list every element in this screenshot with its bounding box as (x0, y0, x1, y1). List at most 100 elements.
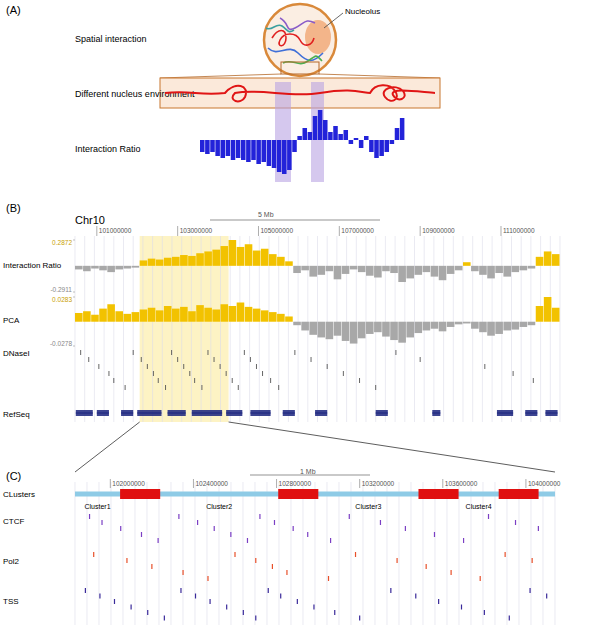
grid-line (84, 236, 85, 422)
grid-line (104, 236, 105, 422)
gene (250, 410, 270, 416)
tss-site (164, 616, 165, 621)
tick (258, 226, 259, 236)
bar (188, 256, 196, 266)
grid-line (243, 482, 244, 625)
bar (536, 306, 544, 322)
bar (385, 140, 390, 152)
grid-line (315, 482, 316, 625)
bar (398, 266, 406, 282)
bar (354, 138, 359, 140)
dnase-site (183, 364, 184, 369)
dnase-site (201, 385, 202, 390)
grid-line (133, 236, 134, 422)
grid-line (531, 482, 532, 625)
bar (374, 140, 379, 158)
panel-label: (C) (6, 470, 21, 482)
grid-line (159, 482, 160, 625)
grid-line (279, 482, 280, 625)
dnase-site (270, 378, 271, 383)
grid-line (447, 482, 448, 625)
tick-label: 101000000 (99, 227, 132, 234)
bar (237, 303, 245, 322)
bar (390, 266, 398, 273)
bar (479, 322, 487, 332)
tick-label: 111000000 (503, 227, 535, 234)
bar (503, 266, 511, 277)
tick-label: 0.2872 (52, 239, 72, 246)
bar (344, 130, 349, 140)
leader (324, 13, 343, 28)
ctcf-site (158, 538, 159, 543)
bar (334, 322, 342, 336)
bar (196, 305, 204, 322)
dnase-site (244, 350, 245, 355)
bar (309, 266, 317, 277)
gene (76, 410, 93, 416)
bar (415, 266, 423, 275)
tss-site (195, 594, 196, 599)
bar (318, 110, 323, 140)
zoom-line (229, 422, 555, 472)
tick (73, 240, 75, 241)
bar (221, 304, 229, 321)
grid-line (387, 482, 388, 625)
tick (73, 297, 75, 298)
track-label: RefSeq (3, 410, 30, 419)
grid-line (399, 482, 400, 625)
gene (168, 410, 186, 416)
tick (276, 479, 277, 488)
bar (245, 244, 253, 266)
bar (107, 266, 115, 272)
bar (196, 253, 204, 266)
zoom-box (160, 78, 440, 108)
dnase-site (133, 350, 134, 355)
dnase-site (226, 371, 227, 376)
dnase-site (108, 371, 109, 376)
track-label: CTCF (3, 517, 24, 526)
grid-line (339, 482, 340, 625)
bar (552, 308, 560, 322)
nucleus (264, 4, 336, 76)
grid-line (435, 482, 436, 625)
pol2-site (532, 558, 533, 563)
tss-site (438, 599, 439, 604)
gene (497, 410, 513, 416)
bar (269, 312, 277, 322)
bar (439, 322, 447, 332)
bar (262, 140, 267, 162)
pol2-site (286, 570, 287, 575)
dnase-site (88, 357, 89, 362)
bar (272, 140, 277, 168)
bar (313, 116, 318, 140)
bar (124, 314, 132, 322)
grid-line (459, 482, 460, 625)
zoom-source (281, 62, 319, 74)
bar (246, 140, 251, 162)
band (275, 82, 291, 182)
bar (350, 266, 358, 270)
gene (137, 410, 161, 416)
bar (358, 266, 366, 272)
tss-site (180, 588, 181, 593)
tick (359, 479, 360, 488)
tick (500, 226, 501, 236)
bar (495, 322, 503, 334)
bar (210, 140, 215, 152)
bar (415, 322, 423, 333)
tss-site (226, 605, 227, 610)
grid-line (183, 482, 184, 625)
track-label: DNaseI (3, 349, 30, 358)
bar (75, 313, 83, 322)
ctcf-site (101, 520, 102, 525)
grid-line (351, 482, 352, 625)
bar (140, 260, 148, 265)
bar (447, 266, 455, 274)
tss-site (114, 599, 115, 604)
tss-site (243, 610, 244, 615)
gene (121, 410, 133, 416)
tick-label: -0.2911 (50, 286, 72, 293)
background (0, 0, 600, 627)
gene (97, 410, 109, 416)
dnase-site (294, 350, 295, 355)
